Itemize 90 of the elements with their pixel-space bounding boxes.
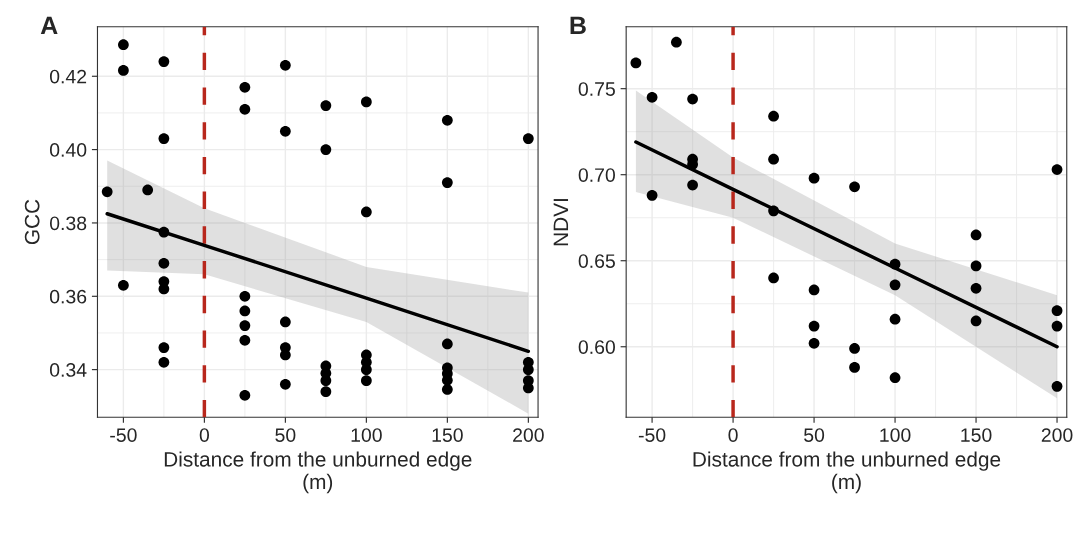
y-tick-label: 0.65: [578, 254, 615, 268]
point: [889, 279, 901, 291]
point: [279, 125, 291, 137]
point: [808, 320, 820, 332]
point: [1051, 380, 1063, 392]
point: [239, 103, 251, 115]
point: [1051, 164, 1063, 175]
x-tick-label: 200: [1041, 428, 1073, 442]
point: [239, 290, 251, 302]
point: [441, 114, 453, 126]
point: [360, 364, 372, 376]
point: [889, 313, 901, 325]
y-tick-label: 0.38: [49, 216, 87, 231]
point: [970, 315, 982, 327]
point: [360, 206, 372, 218]
point: [768, 110, 779, 122]
point: [239, 81, 251, 93]
x-tick-label: 50: [275, 428, 296, 442]
point: [239, 334, 251, 346]
point: [118, 39, 129, 51]
point: [441, 177, 453, 188]
x-tick-label: 50: [804, 428, 825, 442]
point: [320, 144, 332, 155]
x-tick-label: 0: [199, 428, 210, 442]
x-tick-label: -50: [638, 428, 666, 442]
y-tick-label: 0.40: [49, 143, 87, 157]
point: [158, 56, 170, 67]
y-tick-label: 0.42: [49, 69, 87, 84]
point: [101, 186, 113, 198]
point: [808, 172, 820, 184]
y-tick-label: 0.75: [578, 82, 615, 96]
x-tick-label: 0: [728, 428, 738, 442]
point: [808, 284, 820, 296]
y-tick-label: 0.70: [578, 168, 615, 182]
point: [522, 364, 534, 376]
point: [158, 342, 170, 353]
y-tick-label: 0.36: [49, 289, 87, 304]
point: [849, 181, 860, 193]
x-tick-label: 200: [513, 428, 544, 442]
chart-title: A: [40, 16, 58, 35]
line-series: [634, 140, 1059, 349]
point: [239, 320, 251, 331]
point: [646, 189, 658, 201]
point: [441, 384, 453, 395]
point: [360, 375, 372, 387]
point: [239, 389, 251, 401]
point: [808, 337, 820, 349]
point: [279, 378, 291, 390]
point: [849, 343, 860, 354]
point: [1051, 320, 1063, 332]
point: [1051, 305, 1063, 317]
y-tick-label: 0.34: [49, 363, 87, 377]
point: [279, 59, 291, 71]
x-tick-label: 100: [351, 428, 382, 442]
point: [320, 386, 332, 398]
point: [118, 65, 129, 76]
point: [630, 57, 642, 69]
x-tick-label: 150: [432, 428, 463, 442]
point: [970, 282, 982, 294]
point: [768, 272, 779, 284]
point: [239, 305, 251, 317]
x-tick-label: 100: [880, 428, 911, 442]
y-axis-title: NDVI: [553, 199, 569, 246]
point: [441, 338, 453, 350]
point: [970, 229, 982, 241]
point: [687, 179, 698, 191]
point: [671, 36, 682, 48]
point: [768, 153, 779, 165]
point: [142, 184, 154, 196]
point: [360, 96, 372, 108]
point: [320, 100, 332, 111]
x-tick-label: -50: [110, 428, 137, 442]
point: [849, 362, 860, 373]
point: [158, 257, 170, 269]
y-tick-label: 0.60: [578, 340, 615, 354]
point: [158, 133, 170, 144]
line-series: [105, 212, 531, 354]
point: [889, 372, 901, 384]
point: [279, 316, 291, 328]
chart-title: B: [570, 16, 586, 35]
point: [687, 93, 698, 105]
x-axis-title: Distance from the unburned edge (m): [164, 451, 472, 494]
point: [158, 356, 170, 368]
y-axis-title: GCC: [24, 199, 40, 245]
x-axis-title: Distance from the unburned edge (m): [693, 451, 1001, 494]
x-tick-label: 150: [961, 428, 992, 442]
point: [646, 91, 658, 103]
point: [522, 133, 534, 144]
point: [970, 260, 982, 272]
point: [118, 279, 129, 291]
